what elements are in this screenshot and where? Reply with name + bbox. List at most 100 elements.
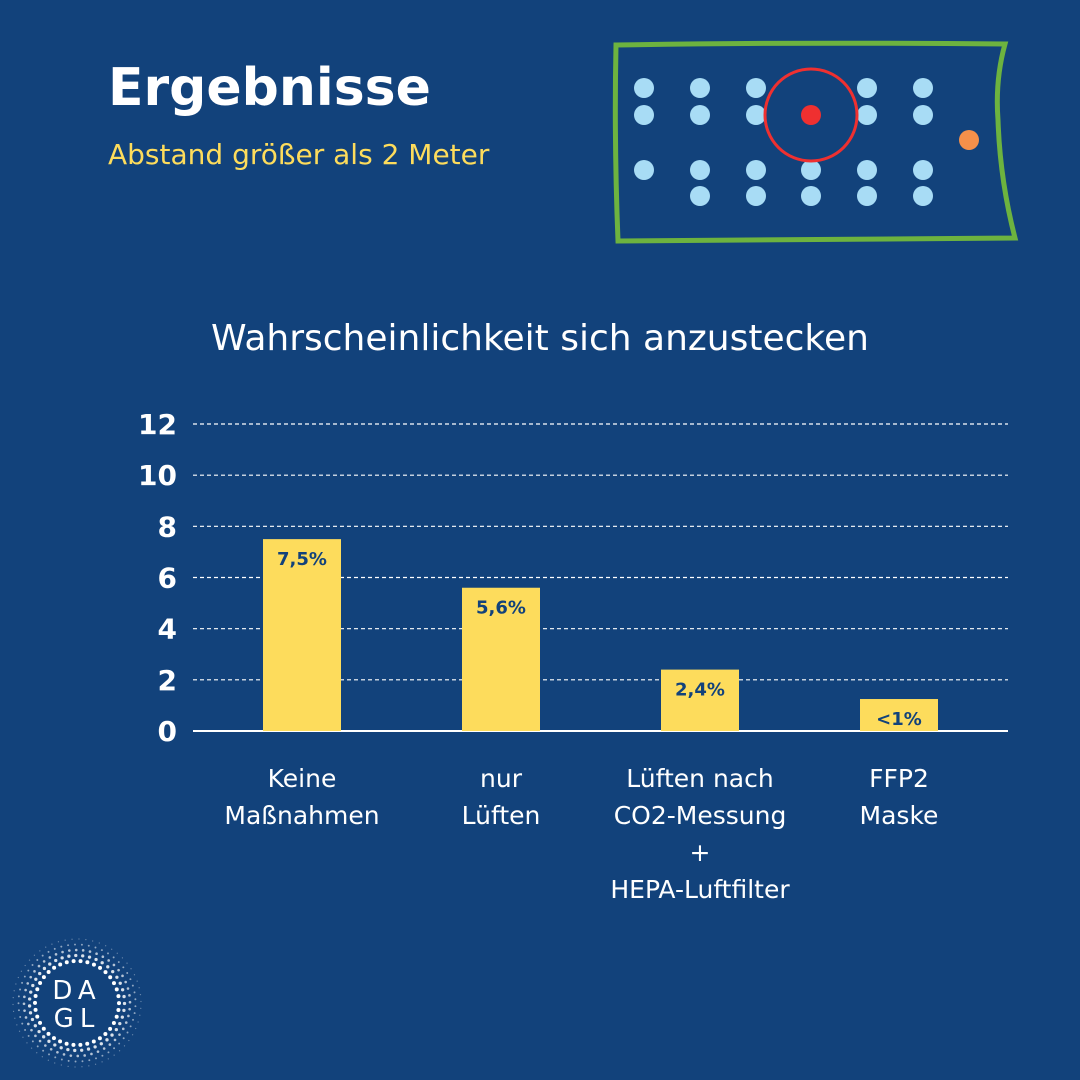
logo-dot [30, 1047, 33, 1049]
logo-dot [78, 959, 83, 964]
logo-dot [42, 1035, 46, 1039]
logo-dot [16, 1024, 18, 1026]
logo-dot [22, 1036, 24, 1038]
logo-dot [113, 1047, 116, 1050]
y-tick-label: 4 [158, 613, 177, 646]
logo-dot [73, 1048, 77, 1053]
logo-dot [35, 1014, 40, 1019]
logo-dot [29, 975, 33, 979]
logo-dot [85, 1041, 90, 1046]
logo-dot [113, 1054, 115, 1056]
logo-dot [100, 961, 104, 965]
logo-dot [134, 998, 137, 1001]
page-title: Ergebnisse [108, 58, 431, 118]
bar [661, 669, 739, 731]
x-category-label: Lüften nach CO2-Messung + HEPA-Luftfilte… [610, 764, 790, 904]
logo-dot [71, 959, 76, 964]
logo-dot [31, 1040, 34, 1043]
logo-dot [58, 1039, 63, 1044]
logo-dot [12, 1003, 14, 1006]
logo-dot [74, 1060, 77, 1063]
infected-person-icon [801, 105, 821, 125]
logo-dot [126, 1031, 129, 1034]
logo-dot [127, 1014, 130, 1018]
logo-dot [116, 1007, 121, 1012]
logo-dot [108, 1026, 113, 1031]
logo-dot [114, 1014, 119, 1019]
logo-dot [31, 983, 35, 988]
logo-dot [51, 1036, 56, 1041]
bar-data-label: 5,6% [476, 598, 526, 619]
logo-dot [28, 959, 31, 961]
logo-dot [136, 980, 138, 982]
logo-dot [138, 987, 140, 989]
person-dot-icon [857, 186, 877, 206]
logo-dot [114, 987, 119, 992]
person-dot-icon [634, 160, 654, 180]
logo-dot [59, 1046, 63, 1050]
distance-circle-icon [763, 67, 859, 163]
logo-dot [15, 983, 17, 985]
bar [462, 587, 540, 731]
logo-dot [38, 1039, 42, 1043]
logo-dot [45, 946, 47, 948]
logo-dot [85, 938, 87, 941]
logo-dot [103, 970, 108, 975]
logo-dot [41, 1056, 43, 1058]
logo-dot [133, 1012, 136, 1015]
logo-dot [128, 1007, 131, 1011]
logo-dot [33, 994, 38, 999]
logo-dot [27, 1022, 30, 1026]
logo-dot [108, 975, 113, 980]
logo-dot [118, 981, 122, 985]
logo-dot [51, 943, 53, 945]
logo-dot [69, 1054, 73, 1057]
logo-dot [113, 1038, 117, 1042]
logo-dot [86, 1047, 91, 1051]
logo-dot [88, 1059, 91, 1062]
logo-dot [118, 1042, 121, 1045]
person-dot-icon [634, 78, 654, 98]
logo-dot [128, 1000, 132, 1004]
logo-dot [101, 1054, 104, 1057]
logo-dot [54, 1056, 57, 1059]
logo-dot [126, 987, 130, 990]
y-tick-label: 6 [158, 562, 177, 595]
logo-dot [53, 947, 56, 950]
logo-dot [60, 945, 63, 948]
logo-dot [121, 957, 124, 959]
logo-dot [74, 943, 76, 946]
bar-data-label: 7,5% [277, 549, 327, 570]
logo-dot [111, 981, 116, 986]
bar-chart: 0 2 4 6 8 10 12 7,5% 5,6% 2,4% <1% [138, 408, 1008, 748]
logo-dot [35, 987, 40, 992]
y-tick-label: 8 [158, 510, 177, 543]
person-dot-icon [801, 160, 821, 180]
logo-dot [116, 994, 121, 999]
logo-dot [98, 942, 100, 944]
logo-dot [36, 959, 39, 961]
other-person-icon [959, 130, 979, 150]
logo-dot [23, 995, 26, 999]
logo-dot [74, 948, 78, 952]
logo-dot [116, 952, 118, 954]
person-dot-icon [690, 105, 710, 125]
logo-dot [52, 965, 57, 970]
logo-dot [54, 1062, 56, 1064]
x-category-label: FFP2 Maske [859, 764, 939, 830]
logo-dot [105, 1038, 109, 1042]
logo-dot [78, 1042, 83, 1047]
bar-data-label: <1% [876, 709, 922, 730]
logo-dot [38, 1020, 43, 1025]
person-dot-icon [913, 186, 933, 206]
logo-dot [102, 1047, 106, 1050]
logo-dot [139, 1014, 141, 1016]
logo-dot [46, 1031, 51, 1036]
logo-dot [31, 964, 34, 966]
person-dot-icon [746, 160, 766, 180]
logo-dot [80, 1048, 84, 1052]
person-dot-icon [746, 78, 766, 98]
logo-dot [47, 950, 50, 953]
logo-dot [21, 1022, 24, 1025]
logo-dot [26, 982, 30, 985]
